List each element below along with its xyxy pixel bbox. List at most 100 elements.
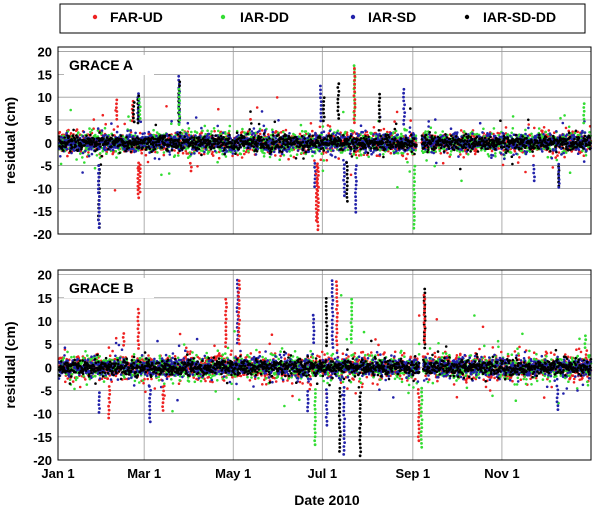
data-point-iar-sd bbox=[344, 146, 347, 149]
data-point-iar-sd bbox=[73, 149, 76, 152]
data-point-far-ud bbox=[524, 170, 527, 174]
data-point-iar-sd bbox=[334, 155, 337, 159]
data-point-iar-sd-dd bbox=[129, 150, 133, 153]
data-point-iar-sd bbox=[237, 134, 240, 137]
data-point-iar-sd-dd bbox=[231, 139, 234, 142]
data-point-iar-sd-dd bbox=[85, 134, 88, 138]
data-point-iar-sd-dd bbox=[213, 142, 217, 145]
data-point-iar-sd bbox=[298, 137, 302, 141]
data-point-iar-sd bbox=[525, 150, 528, 154]
data-point-iar-sd bbox=[285, 150, 289, 153]
data-point-far-ud bbox=[318, 125, 322, 129]
data-point-iar-sd-dd bbox=[150, 150, 153, 154]
data-point-iar-sd-dd bbox=[80, 146, 83, 149]
data-point-iar-sd-dd bbox=[286, 142, 289, 146]
data-point-iar-sd bbox=[326, 150, 330, 153]
data-point-iar-dd bbox=[458, 150, 462, 153]
data-point-iar-dd bbox=[482, 127, 485, 131]
data-point-iar-dd bbox=[555, 158, 559, 162]
data-point-iar-sd-dd bbox=[124, 149, 127, 153]
data-point-iar-dd bbox=[429, 126, 433, 129]
data-point-far-ud bbox=[101, 113, 105, 117]
data-point-iar-sd-dd bbox=[252, 136, 256, 139]
data-point-iar-sd-dd bbox=[166, 149, 170, 152]
legend-entry-iar-sd: IAR-SD bbox=[350, 9, 416, 25]
data-point-far-ud bbox=[533, 126, 536, 130]
data-point-iar-sd bbox=[372, 133, 375, 136]
data-point-iar-dd bbox=[188, 151, 192, 154]
data-point-iar-sd-dd bbox=[222, 136, 225, 139]
data-point-iar-sd-dd bbox=[99, 145, 102, 148]
legend-entry-far-ud: FAR-UD bbox=[92, 9, 163, 25]
data-point-iar-sd bbox=[541, 150, 544, 153]
data-point-iar-sd-dd bbox=[105, 139, 108, 142]
legend-frame bbox=[59, 3, 586, 34]
data-point-iar-sd-dd bbox=[197, 136, 201, 139]
data-point-far-ud bbox=[69, 132, 73, 135]
data-point-iar-sd-dd bbox=[262, 146, 266, 149]
data-point-iar-sd-dd bbox=[130, 145, 134, 149]
data-point-iar-sd-dd bbox=[61, 149, 65, 152]
data-point-iar-dd bbox=[221, 152, 224, 156]
legend-box: FAR-UD IAR-DD IAR-SD IAR-SD-DD bbox=[59, 3, 586, 34]
data-point-far-ud bbox=[154, 150, 157, 154]
data-point-iar-sd bbox=[254, 153, 258, 156]
data-point-far-ud bbox=[75, 128, 79, 131]
data-point-iar-sd-dd bbox=[259, 135, 263, 139]
data-point-iar-sd bbox=[576, 152, 580, 155]
data-point-iar-dd bbox=[127, 115, 130, 118]
legend-entry-iar-sd-dd: IAR-SD-DD bbox=[464, 9, 556, 25]
data-point-iar-dd bbox=[207, 150, 211, 154]
data-point-iar-dd bbox=[79, 152, 82, 155]
data-point-far-ud bbox=[292, 155, 296, 159]
data-point-iar-sd-dd bbox=[284, 134, 288, 137]
data-point-iar-dd bbox=[367, 155, 371, 159]
data-point-iar-sd bbox=[527, 126, 530, 130]
data-point-iar-sd bbox=[404, 134, 408, 137]
data-point-iar-sd bbox=[457, 155, 460, 158]
data-point-iar-dd bbox=[439, 133, 443, 137]
data-point-iar-sd bbox=[435, 161, 438, 165]
data-point-iar-dd bbox=[568, 171, 572, 174]
data-point-iar-sd-dd bbox=[63, 136, 66, 139]
data-point-iar-sd-dd bbox=[70, 145, 74, 149]
data-point-iar-sd-dd bbox=[183, 135, 186, 139]
data-point-far-ud bbox=[140, 151, 143, 155]
data-point-iar-sd bbox=[577, 148, 581, 152]
data-point-iar-sd-dd bbox=[252, 145, 255, 148]
data-point-iar-dd bbox=[537, 127, 541, 130]
data-point-iar-sd-dd bbox=[246, 132, 249, 136]
data-point-iar-sd bbox=[325, 146, 328, 149]
data-point-iar-sd-dd bbox=[141, 146, 144, 149]
data-point-iar-sd-dd bbox=[275, 140, 278, 143]
data-point-iar-sd bbox=[471, 132, 474, 135]
data-point-iar-dd bbox=[567, 125, 571, 129]
data-point-iar-dd bbox=[83, 161, 86, 164]
data-point-far-ud bbox=[144, 153, 148, 157]
data-point-iar-sd bbox=[550, 156, 554, 160]
data-point-far-ud bbox=[309, 122, 313, 125]
data-point-iar-sd-dd bbox=[89, 133, 92, 137]
data-point-iar-dd bbox=[401, 152, 405, 155]
data-point-iar-sd-dd bbox=[270, 146, 274, 149]
data-point-iar-sd-dd bbox=[235, 131, 239, 134]
data-point-iar-sd-dd bbox=[95, 148, 99, 151]
data-point-iar-dd bbox=[160, 173, 163, 177]
data-point-iar-dd bbox=[195, 131, 199, 134]
legend-entry-iar-dd: IAR-DD bbox=[220, 9, 289, 25]
data-point-far-ud bbox=[582, 154, 586, 157]
data-point-iar-sd bbox=[515, 152, 518, 156]
data-point-iar-sd bbox=[499, 152, 503, 155]
data-point-iar-sd-dd bbox=[268, 137, 271, 140]
data-point-iar-sd bbox=[549, 133, 552, 137]
data-point-iar-sd-dd bbox=[79, 142, 83, 146]
data-point-iar-dd bbox=[288, 150, 291, 153]
data-point-iar-sd-dd bbox=[209, 140, 212, 143]
data-point-iar-sd bbox=[395, 149, 398, 153]
legend-label-iar-sd-dd: IAR-SD-DD bbox=[483, 9, 556, 25]
data-point-far-ud bbox=[258, 132, 262, 136]
data-point-iar-sd-dd bbox=[126, 143, 130, 147]
data-point-iar-sd bbox=[81, 171, 84, 174]
data-point-far-ud bbox=[184, 149, 188, 153]
data-point-iar-dd bbox=[114, 150, 118, 153]
